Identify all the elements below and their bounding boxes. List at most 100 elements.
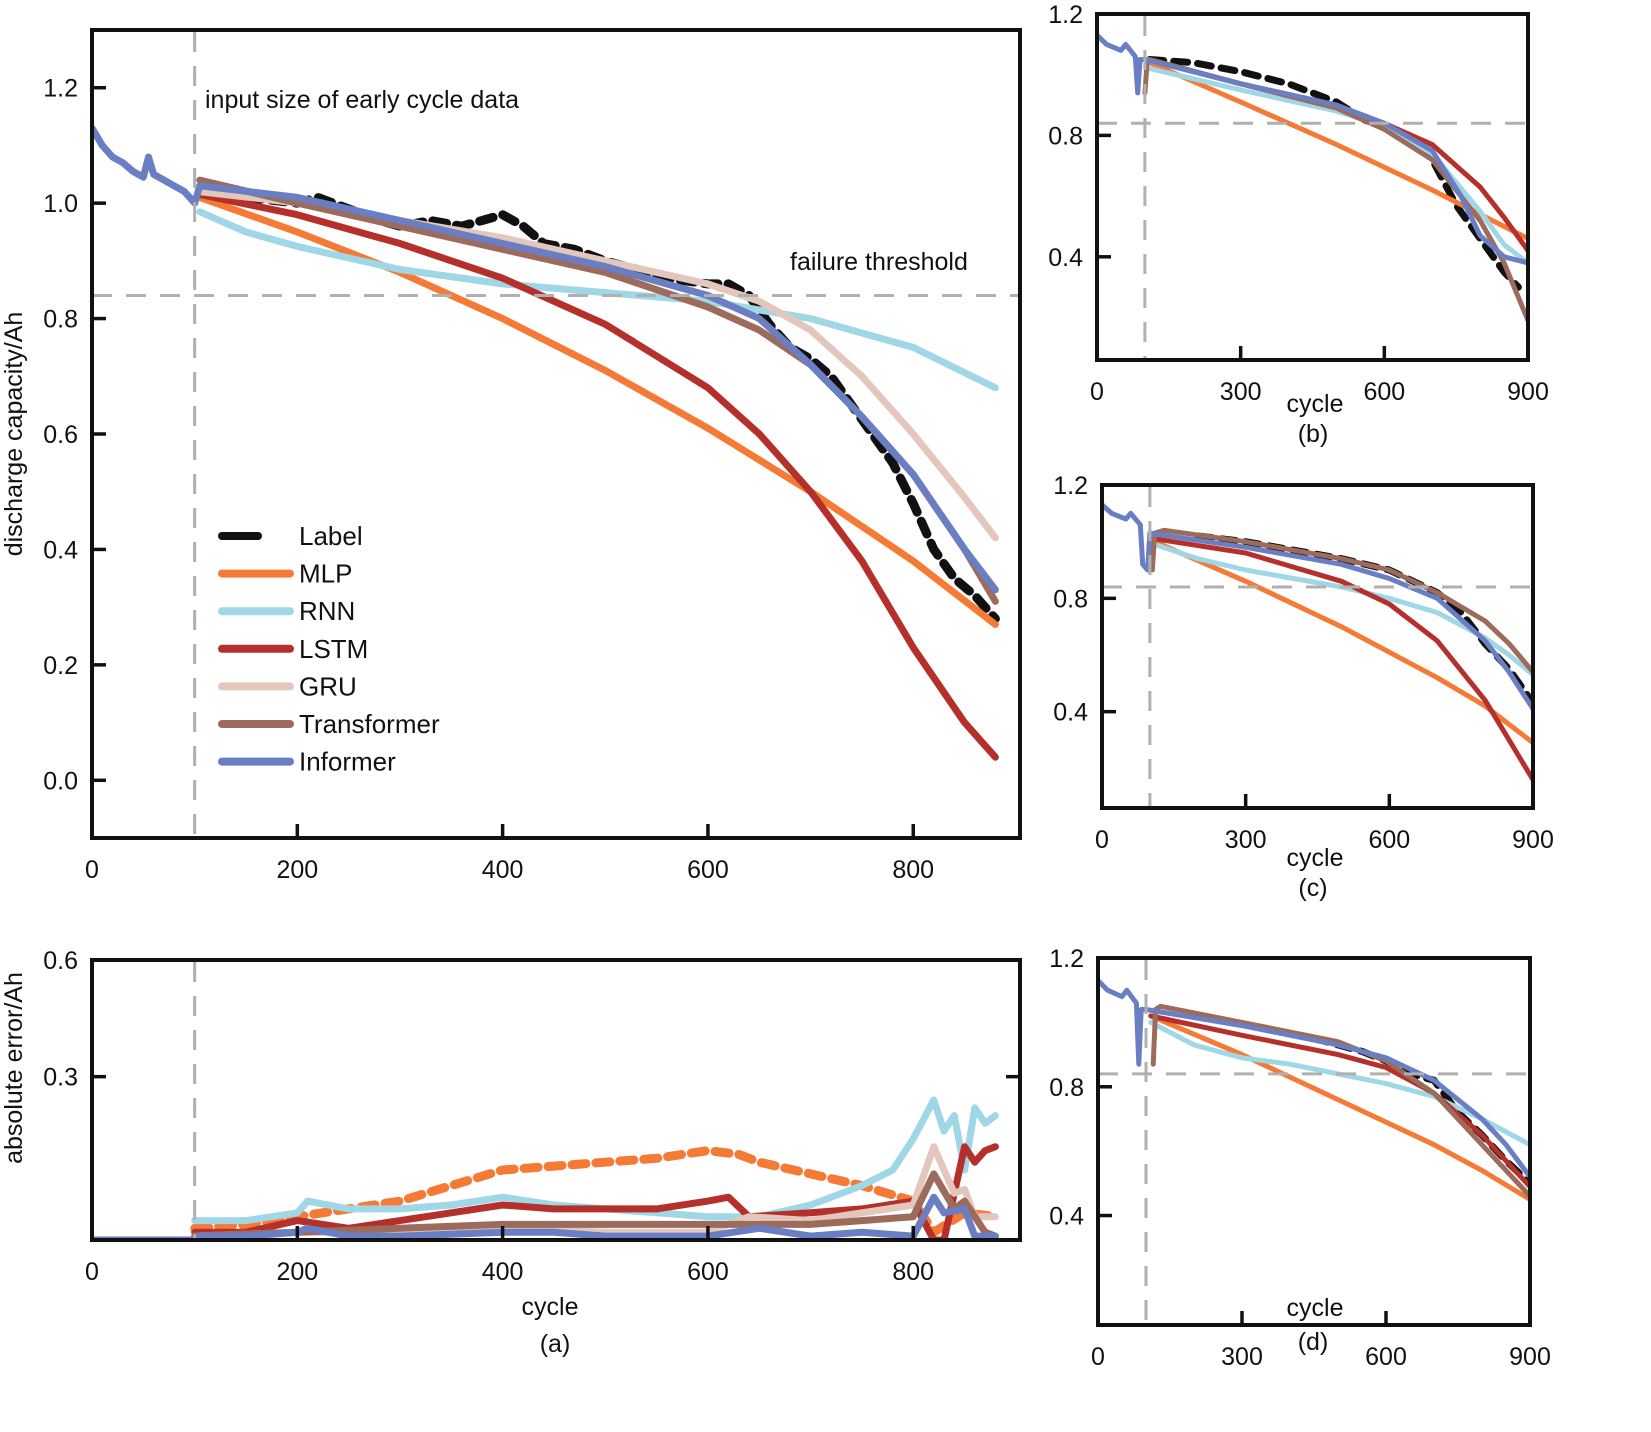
legend-item-mlp: MLP — [218, 559, 352, 589]
y-tick-label: 0.4 — [1053, 699, 1088, 727]
series-line-mlp — [1152, 539, 1533, 746]
x-tick-label: 0 — [1095, 826, 1109, 854]
y-tick-label: 0.6 — [43, 421, 78, 449]
y-tick-label: 0.0 — [43, 767, 78, 795]
legend-item-informer: Informer — [218, 747, 396, 777]
x-tick-label: 400 — [482, 1258, 524, 1286]
x-axis-title: cycle — [1287, 390, 1344, 418]
y-tick-label: 0.6 — [43, 947, 78, 975]
plot-frame — [1096, 956, 1532, 1327]
legend-label: GRU — [299, 671, 357, 701]
legend-item-transformer: Transformer — [218, 709, 440, 739]
x-tick-label: 400 — [482, 856, 524, 884]
plot-frame — [90, 958, 1022, 1242]
series-line-lstm — [1148, 1013, 1530, 1190]
y-tick-label: 1.2 — [1049, 945, 1084, 973]
x-tick-label: 200 — [276, 1258, 318, 1286]
x-tick-label: 300 — [1220, 378, 1262, 406]
x-axis-title: cycle — [1287, 1294, 1344, 1322]
y-axis-title: discharge capacity/Ah — [0, 312, 28, 557]
legend-item-gru: GRU — [218, 671, 357, 701]
y-tick-label: 1.2 — [1048, 1, 1083, 29]
y-tick-label: 0.8 — [43, 306, 78, 334]
x-tick-label: 600 — [1363, 378, 1405, 406]
guides — [1097, 16, 1528, 360]
x-tick-label: 600 — [1368, 826, 1410, 854]
legend-label: LSTM — [299, 634, 368, 664]
guides — [1098, 960, 1530, 1325]
x-axis-title: cycle — [1287, 844, 1344, 872]
x-tick-label: 300 — [1225, 826, 1267, 854]
series-line-transformer — [1149, 527, 1533, 675]
y-tick-label: 0.8 — [1049, 1074, 1084, 1102]
x-tick-label: 300 — [1221, 1343, 1263, 1371]
annotation-input-size: input size of early cycle data — [205, 86, 519, 114]
series-line-informer — [1098, 978, 1530, 1180]
series-line-rnn — [191, 1096, 999, 1225]
y-tick-label: 0.4 — [1049, 1203, 1084, 1231]
series-line-informer — [92, 1193, 999, 1240]
legend-label: MLP — [299, 559, 352, 589]
series-line-rnn — [196, 208, 999, 392]
panel-a-error: 0 200 400 600 800 0.3 0.6 absolute error/Ah cy… — [0, 947, 1022, 1358]
x-tick-label: 800 — [892, 1258, 934, 1286]
series-layer — [92, 124, 1000, 761]
x-tick-label: 600 — [687, 856, 729, 884]
series-layer — [1097, 32, 1528, 323]
ticks: 0 300 600 900 0.4 0.8 1.2 — [1048, 1, 1549, 406]
series-layer — [1098, 978, 1530, 1202]
y-tick-label: 0.3 — [43, 1064, 78, 1092]
ticks: 0 200 400 600 800 0.0 0.2 0.4 0.6 0.8 1.0 1.2 — [43, 75, 934, 884]
x-tick-label: 900 — [1507, 378, 1549, 406]
x-tick-label: 0 — [85, 856, 99, 884]
series-layer — [1102, 502, 1533, 783]
x-tick-label: 800 — [892, 856, 934, 884]
series-line-rnn — [1147, 66, 1528, 266]
panel-caption: (c) — [1298, 874, 1327, 902]
legend-item-rnn: RNN — [218, 596, 355, 626]
legend-label: RNN — [299, 596, 355, 626]
y-tick-label: 0.2 — [43, 652, 78, 680]
guides — [92, 32, 1020, 838]
series-line-gru — [191, 1143, 999, 1240]
series-line-transformer — [1150, 1003, 1530, 1199]
series-line-lstm — [196, 191, 999, 761]
panel-d: 0 300 600 900 0.4 0.8 1.2 cycle (d) — [1049, 945, 1551, 1371]
panel-caption: (a) — [540, 1330, 571, 1358]
annotation-failure-threshold: failure threshold — [790, 248, 968, 276]
series-line-mlp — [196, 193, 999, 628]
series-line-transformer — [191, 1170, 999, 1240]
legend-label: Informer — [299, 747, 396, 777]
panel-c: 0 300 600 900 0.4 0.8 1.2 cycle (c) — [1053, 472, 1554, 902]
ticks: 0 200 400 600 800 0.3 0.6 — [43, 947, 1020, 1286]
x-tick-label: 600 — [1365, 1343, 1407, 1371]
x-tick-label: 900 — [1509, 1343, 1551, 1371]
plot-frame — [1095, 12, 1530, 362]
x-tick-label: 900 — [1512, 826, 1554, 854]
panel-caption: (d) — [1298, 1328, 1329, 1356]
legend-label: Transformer — [299, 709, 440, 739]
legend-label: Label — [299, 521, 363, 551]
y-tick-label: 0.4 — [43, 536, 78, 564]
x-tick-label: 0 — [1091, 1343, 1105, 1371]
series-line-informer — [92, 124, 999, 594]
series-line-lstm — [1152, 536, 1533, 783]
y-tick-label: 1.2 — [43, 75, 78, 103]
panel-a-capacity: 0 200 400 600 800 0.0 0.2 0.4 0.6 0.8 1.0 1.2 disch… — [0, 28, 1022, 884]
y-tick-label: 1.0 — [43, 190, 78, 218]
series-line-informer — [1097, 32, 1528, 266]
ticks: 0 300 600 900 0.4 0.8 1.2 — [1053, 472, 1554, 854]
x-axis-title: cycle — [522, 1293, 579, 1321]
legend: Label MLP RNN LSTM GRU Transformer Informer — [218, 521, 440, 777]
x-tick-label: 0 — [85, 1258, 99, 1286]
y-tick-label: 1.2 — [1053, 472, 1088, 500]
guides — [1102, 487, 1533, 808]
x-tick-label: 600 — [687, 1258, 729, 1286]
panel-b: 0 300 600 900 0.4 0.8 1.2 cycle (b) — [1048, 1, 1549, 448]
ticks: 0 300 600 900 0.4 0.8 1.2 — [1049, 945, 1551, 1371]
x-tick-label: 200 — [276, 856, 318, 884]
y-tick-label: 0.8 — [1048, 122, 1083, 150]
series-layer — [92, 1096, 1000, 1240]
x-tick-label: 0 — [1090, 378, 1104, 406]
